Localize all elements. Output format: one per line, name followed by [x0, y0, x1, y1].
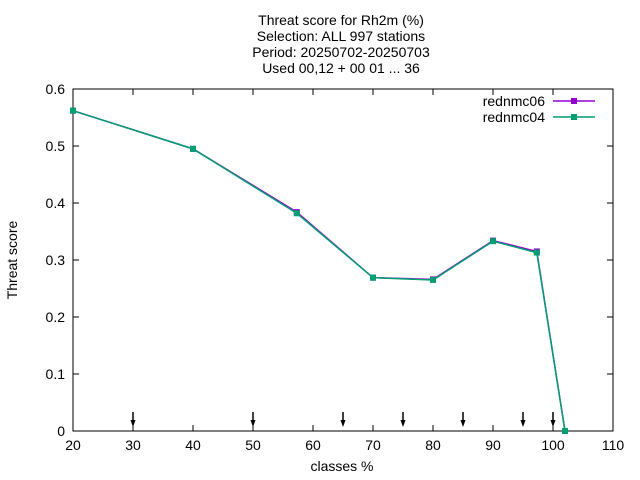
legend-marker [571, 98, 577, 104]
series-rednmc06 [70, 107, 568, 434]
x-tick-label: 100 [541, 437, 565, 453]
y-tick-label: 0.5 [46, 138, 66, 154]
data-point [293, 210, 300, 217]
threshold-arrow [400, 412, 406, 427]
x-tick-label: 20 [65, 437, 81, 453]
axis-ticks: 20 30 40 50 60 70 80 90 100 110 0 0.1 0.2 0.3 0.4 0.5 0.… [46, 81, 625, 453]
x-axis-label: classes % [310, 458, 373, 474]
data-point [430, 276, 436, 283]
data-point [562, 428, 568, 434]
data-point [370, 274, 376, 281]
series-lines [70, 107, 568, 434]
x-tick-label: 110 [602, 437, 625, 453]
y-tick-label: 0 [57, 423, 65, 439]
threshold-arrow [520, 412, 526, 427]
title-line-3: Period: 20250702-20250703 [252, 44, 430, 60]
data-point [533, 249, 540, 256]
y-tick-label: 0.2 [46, 309, 66, 325]
legend-marker [571, 114, 577, 120]
x-tick-label: 50 [245, 437, 261, 453]
y-tick-label: 0.6 [46, 81, 66, 97]
x-tick-label: 70 [365, 437, 381, 453]
threshold-arrows [130, 412, 556, 427]
threshold-arrow [130, 412, 136, 427]
legend-label: rednmc04 [483, 109, 545, 125]
series-line [72, 109, 566, 432]
threshold-arrow [340, 412, 346, 427]
data-point [70, 107, 76, 114]
y-tick-label: 0.3 [46, 252, 66, 268]
threshold-arrow [460, 412, 466, 427]
y-axis-label: Threat score [4, 220, 20, 299]
x-tick-label: 60 [305, 437, 321, 453]
data-point [190, 145, 196, 152]
data-point [490, 238, 496, 245]
x-tick-label: 80 [425, 437, 441, 453]
y-tick-label: 0.1 [46, 366, 66, 382]
threshold-arrow [250, 412, 256, 427]
x-tick-label: 30 [125, 437, 141, 453]
legend-label: rednmc06 [483, 93, 545, 109]
title-line-2: Selection: ALL 997 stations [256, 28, 426, 44]
title-line-4: Used 00,12 + 00 01 ... 36 [262, 60, 420, 76]
title-line-1: Threat score for Rh2m (%) [258, 12, 424, 28]
threshold-arrow [550, 412, 556, 427]
y-tick-label: 0.4 [46, 195, 66, 211]
plot-frame [72, 88, 614, 432]
legend-entry: rednmc04 [483, 109, 595, 125]
series-line [72, 109, 566, 432]
x-tick-label: 40 [185, 437, 201, 453]
series-rednmc04 [70, 107, 568, 434]
legend-entry: rednmc06 [483, 93, 595, 109]
x-tick-label: 90 [485, 437, 501, 453]
